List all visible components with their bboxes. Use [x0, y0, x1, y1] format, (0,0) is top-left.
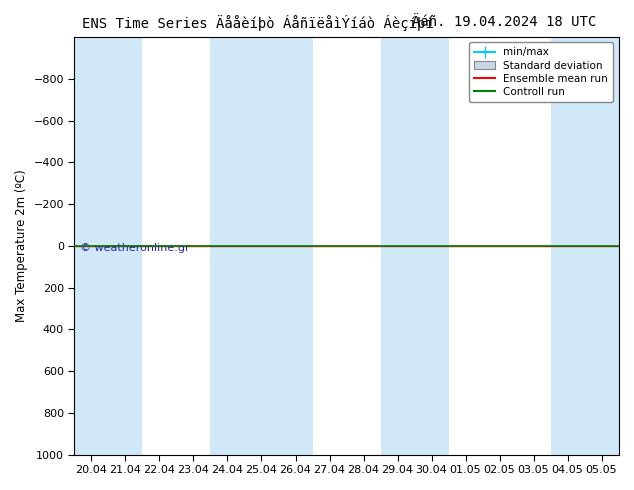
- Bar: [210, 37, 313, 455]
- Text: Äáñ. 19.04.2024 18 UTC: Äáñ. 19.04.2024 18 UTC: [412, 15, 597, 29]
- Legend: min/max, Standard deviation, Ensemble mean run, Controll run: min/max, Standard deviation, Ensemble me…: [469, 42, 613, 102]
- Y-axis label: Max Temperature 2m (ºC): Max Temperature 2m (ºC): [15, 170, 28, 322]
- Bar: [550, 37, 619, 455]
- Bar: [74, 37, 143, 455]
- Text: ENS Time Series Äååèíþò ÁåñïëåìÝíáò Áèçíþí: ENS Time Series Äååèíþò ÁåñïëåìÝíáò Áèçí…: [82, 15, 434, 31]
- Bar: [380, 37, 448, 455]
- Text: © weatheronline.gr: © weatheronline.gr: [80, 243, 190, 253]
